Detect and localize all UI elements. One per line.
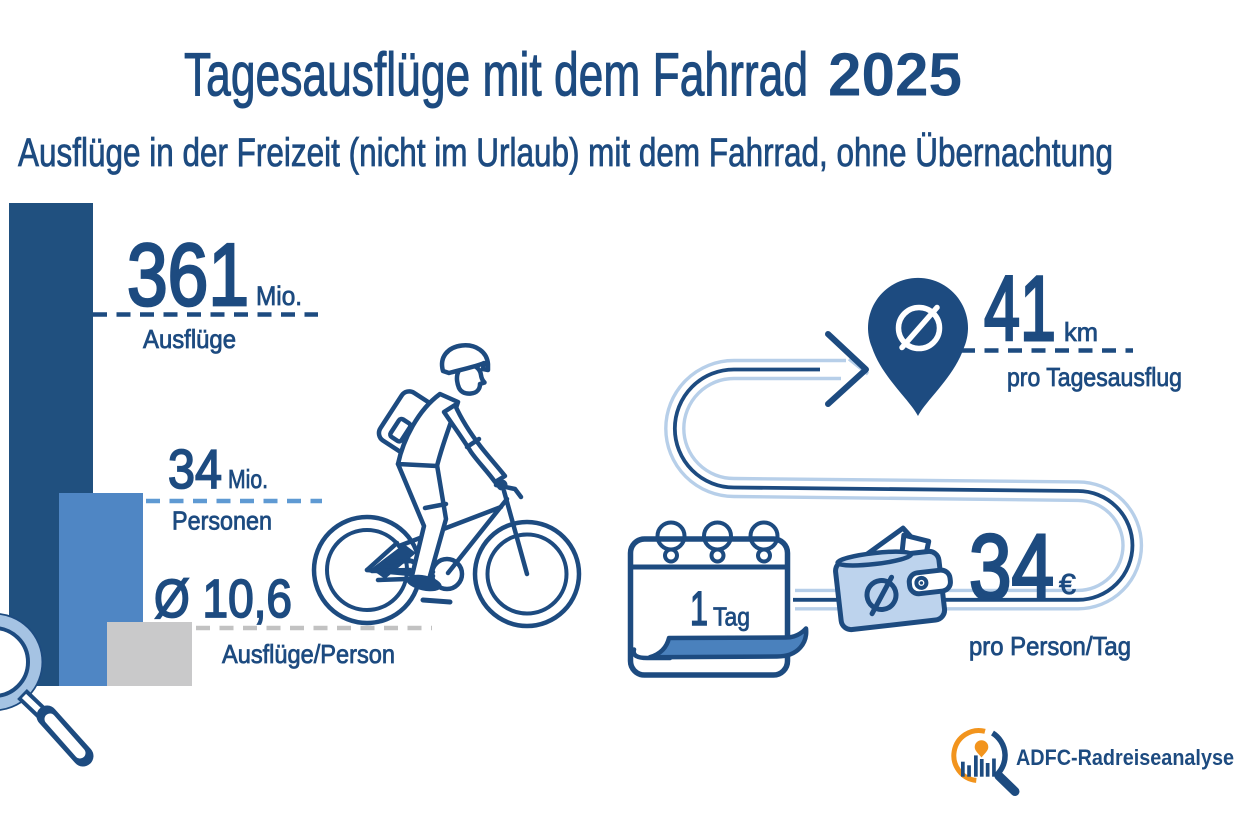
svg-text:Ausflüge/Person: Ausflüge/Person — [222, 639, 395, 669]
svg-text:361: 361 — [127, 225, 249, 324]
svg-text:pro Person/Tag: pro Person/Tag — [969, 631, 1131, 661]
svg-text:2025: 2025 — [828, 41, 962, 109]
svg-text:Mio.: Mio. — [256, 281, 302, 311]
svg-text:Tag: Tag — [713, 602, 750, 632]
svg-text:pro Tagesausflug: pro Tagesausflug — [1007, 362, 1182, 392]
svg-text:41: 41 — [984, 258, 1056, 360]
svg-text:€: € — [1059, 569, 1076, 601]
svg-text:34: 34 — [168, 438, 222, 500]
svg-text:Ausflüge: Ausflüge — [143, 324, 236, 354]
svg-text:Ø 10,6: Ø 10,6 — [154, 569, 292, 629]
svg-text:Mio.: Mio. — [228, 464, 268, 494]
svg-text:1: 1 — [690, 583, 708, 636]
svg-text:ADFC-Radreiseanalyse: ADFC-Radreiseanalyse — [1016, 745, 1234, 770]
svg-text:Personen: Personen — [172, 506, 272, 536]
svg-text:34: 34 — [969, 515, 1054, 619]
svg-text:Ausflüge in der Freizeit (nich: Ausflüge in der Freizeit (nicht im Urlau… — [18, 131, 1113, 175]
svg-text:Tagesausflüge mit dem Fahrrad: Tagesausflüge mit dem Fahrrad — [184, 41, 808, 109]
svg-text:km: km — [1064, 317, 1098, 347]
